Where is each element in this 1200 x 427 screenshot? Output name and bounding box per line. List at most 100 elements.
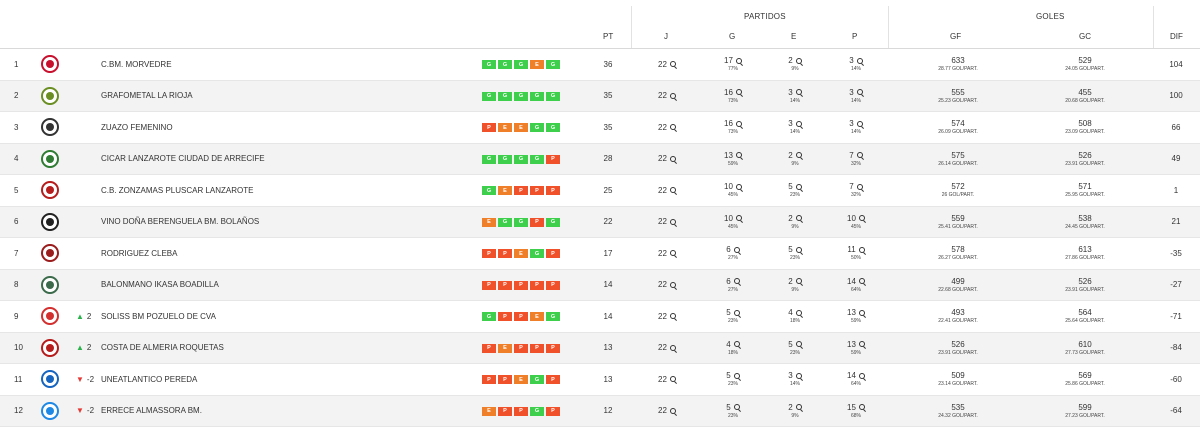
search-icon[interactable] [734,247,740,253]
search-icon[interactable] [859,215,865,221]
search-icon[interactable] [734,341,740,347]
team-name[interactable]: COSTA DE ALMERIA ROQUETAS [101,333,224,363]
stat-j[interactable]: 22 [637,364,697,394]
col-header-e[interactable]: E [791,32,796,41]
team-name[interactable]: SOLISS BM POZUELO DE CVA [101,301,216,331]
search-icon[interactable] [670,93,676,99]
search-icon[interactable] [859,278,865,284]
search-icon[interactable] [796,247,802,253]
search-icon[interactable] [736,58,742,64]
search-icon[interactable] [670,250,676,256]
search-icon[interactable] [796,121,802,127]
search-icon[interactable] [736,215,742,221]
stat-j[interactable]: 22 [637,207,697,237]
search-icon[interactable] [857,89,863,95]
stat-j[interactable]: 22 [637,49,697,79]
search-icon[interactable] [670,156,676,162]
stat-j[interactable]: 22 [637,175,697,205]
stat-j[interactable]: 22 [637,301,697,331]
search-icon[interactable] [736,121,742,127]
search-icon[interactable] [859,341,865,347]
col-header-gf[interactable]: GF [950,32,961,41]
stat-j[interactable]: 22 [637,144,697,174]
team-name[interactable]: C.BM. MORVEDRE [101,49,172,79]
search-icon[interactable] [670,124,676,130]
search-icon[interactable] [670,376,676,382]
team-name[interactable]: UNEATLANTICO PEREDA [101,364,197,394]
search-icon[interactable] [796,215,802,221]
search-icon[interactable] [857,121,863,127]
search-icon[interactable] [670,313,676,319]
search-icon[interactable] [670,282,676,288]
stat-j[interactable]: 22 [637,112,697,142]
search-icon[interactable] [670,345,676,351]
search-icon[interactable] [670,408,676,414]
search-icon[interactable] [734,404,740,410]
search-icon[interactable] [734,310,740,316]
col-header-j[interactable]: J [664,32,668,41]
search-icon[interactable] [859,310,865,316]
col-header-g[interactable]: G [729,32,735,41]
search-icon[interactable] [796,404,802,410]
search-icon[interactable] [734,278,740,284]
team-name[interactable]: BALONMANO IKASA BOADILLA [101,270,219,300]
search-icon[interactable] [734,373,740,379]
search-icon[interactable] [859,373,865,379]
search-icon[interactable] [796,341,802,347]
search-icon[interactable] [859,247,865,253]
search-icon[interactable] [796,152,802,158]
search-icon[interactable] [736,184,742,190]
stat-j[interactable]: 22 [637,396,697,426]
stat-j[interactable]: 22 [637,81,697,111]
search-icon[interactable] [796,58,802,64]
search-icon[interactable] [796,278,802,284]
team-name[interactable]: VINO DOÑA BERENGUELA BM. BOLAÑOS [101,207,259,237]
stat-j[interactable]: 22 [637,333,697,363]
team-name[interactable]: C.B. ZONZAMAS PLUSCAR LANZAROTE [101,175,253,205]
team-name[interactable]: ERRECE ALMASSORA BM. [101,396,202,426]
col-header-pt[interactable]: PT [603,32,613,41]
col-header-p[interactable]: P [852,32,857,41]
team-name[interactable]: RODRIGUEZ CLEBA [101,238,177,268]
team-name[interactable]: CICAR LANZAROTE CIUDAD DE ARRECIFE [101,144,265,174]
stat-j[interactable]: 22 [637,238,697,268]
search-icon[interactable] [736,89,742,95]
search-icon[interactable] [796,89,802,95]
